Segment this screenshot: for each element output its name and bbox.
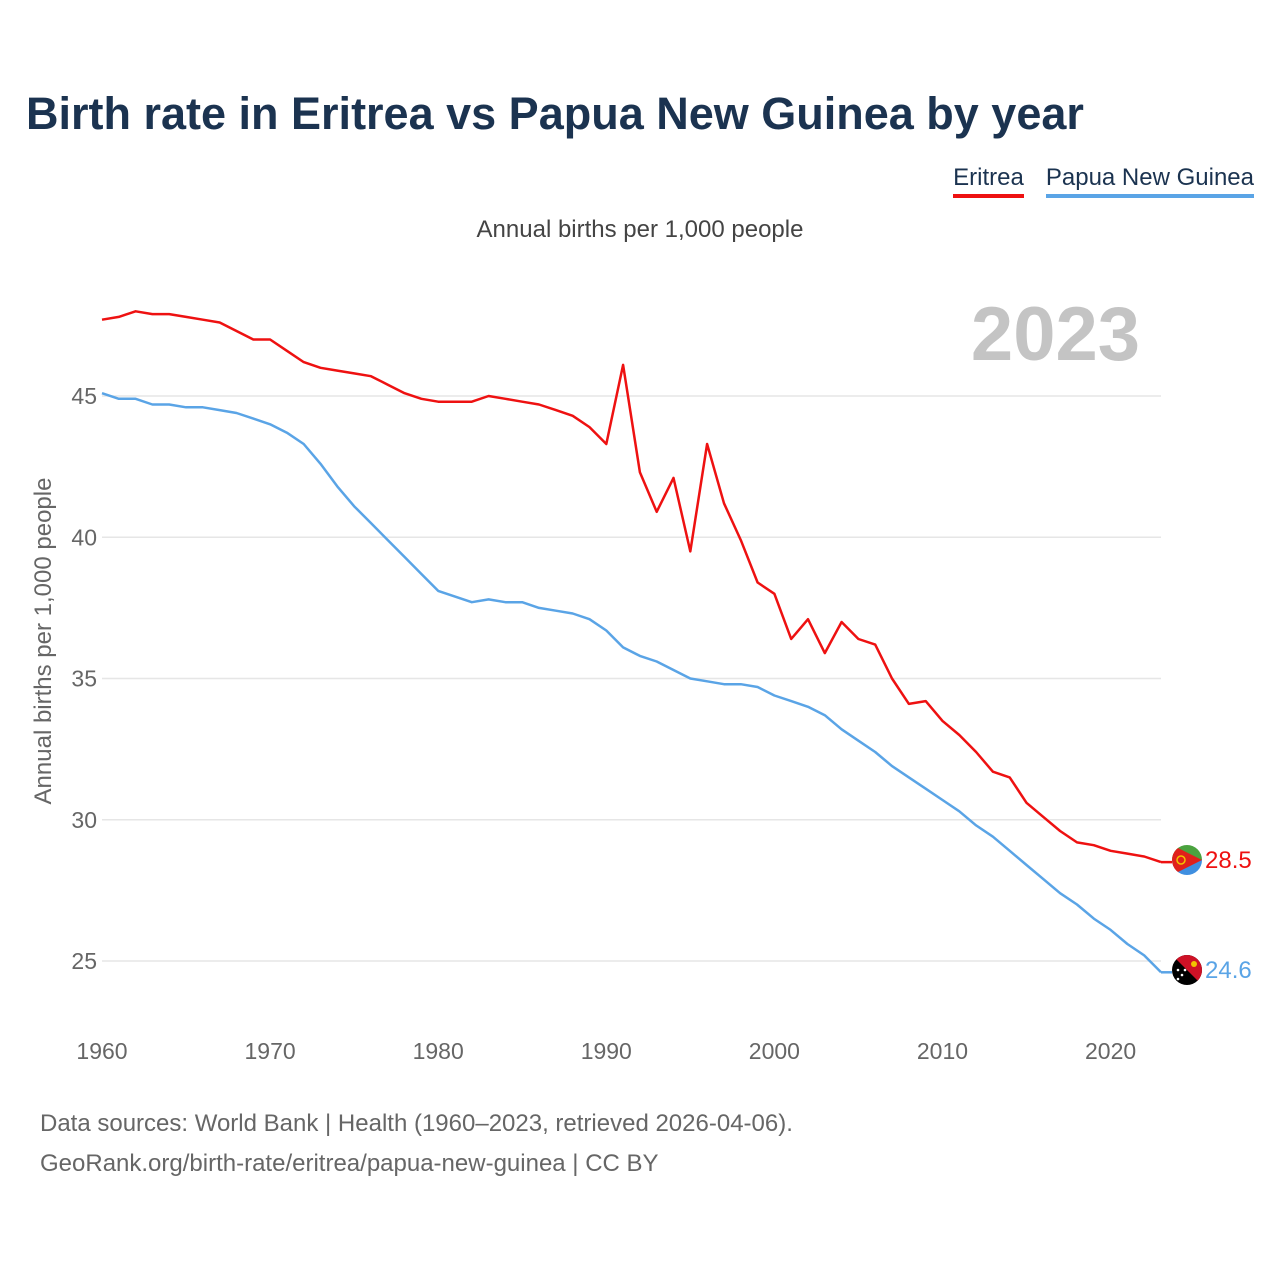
x-tick-label: 1960 bbox=[76, 1038, 127, 1064]
y-tick-label: 25 bbox=[71, 948, 97, 974]
series bbox=[101, 310, 1172, 974]
x-tick-label: 1990 bbox=[581, 1038, 632, 1064]
x-tick-label: 2000 bbox=[749, 1038, 800, 1064]
legend-item-papua-new-guinea[interactable]: Papua New Guinea bbox=[1045, 164, 1254, 198]
end-value-label-eritrea: 28.5 bbox=[1205, 847, 1252, 874]
y-tick-label: 40 bbox=[71, 524, 97, 550]
end-value-label-papua-new-guinea: 24.6 bbox=[1205, 957, 1252, 984]
chart-subtitle: Annual births per 1,000 people bbox=[476, 216, 804, 243]
legend-item-eritrea[interactable]: Eritrea bbox=[953, 164, 1024, 198]
data-sources: Data sources: World Bank | Health (1960–… bbox=[40, 1104, 793, 1184]
y-tick-label: 45 bbox=[71, 383, 97, 409]
papua-new-guinea-flag-icon bbox=[1172, 955, 1202, 985]
y-axis-title: Annual births per 1,000 people bbox=[30, 478, 57, 805]
series-line-eritrea[interactable] bbox=[101, 310, 1162, 864]
legend: Eritrea Papua New Guinea bbox=[953, 164, 1254, 198]
year-watermark: 2023 bbox=[971, 292, 1140, 377]
x-tick-label: 1980 bbox=[413, 1038, 464, 1064]
x-tick-label: 2020 bbox=[1085, 1038, 1136, 1064]
source-line: Data sources: World Bank | Health (1960–… bbox=[40, 1110, 793, 1137]
x-tick-label: 1970 bbox=[245, 1038, 296, 1064]
series-line-papua-new-guinea[interactable] bbox=[101, 392, 1162, 974]
eritrea-flag-icon bbox=[1172, 845, 1202, 875]
axes: 25 30 35 40 45 1960 1970 1980 1990 2000 2010 2020 bbox=[71, 383, 1136, 1064]
x-tick-label: 2010 bbox=[917, 1038, 968, 1064]
y-tick-label: 30 bbox=[71, 807, 97, 833]
page-title: Birth rate in Eritrea vs Papua New Guine… bbox=[26, 88, 1084, 139]
y-tick-label: 35 bbox=[71, 666, 97, 692]
gridlines bbox=[102, 395, 1161, 962]
source-link[interactable]: GeoRank.org/birth-rate/eritrea/papua-new… bbox=[40, 1150, 659, 1177]
